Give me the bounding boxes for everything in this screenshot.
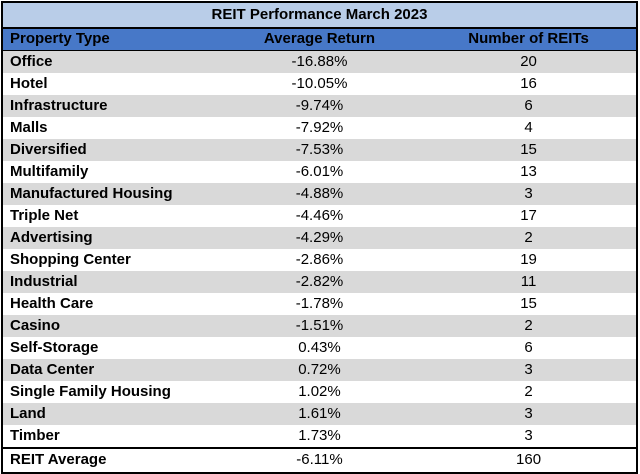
table-footer-row: REIT Average -6.11% 160 — [2, 447, 637, 473]
table-title-row: REIT Performance March 2023 — [2, 2, 637, 29]
property-cell: Data Center — [2, 359, 218, 381]
table-row: Self-Storage 0.43% 6 — [2, 337, 637, 359]
return-cell: 1.61% — [217, 403, 422, 425]
count-cell: 3 — [421, 359, 637, 381]
return-cell: -4.88% — [217, 183, 422, 205]
column-header-property-type: Property Type — [2, 28, 218, 51]
table-header-row: Property Type Average Return Number of R… — [2, 28, 637, 51]
count-cell: 4 — [421, 117, 637, 139]
count-cell: 6 — [421, 95, 637, 117]
return-cell: 0.72% — [217, 359, 422, 381]
count-cell: 3 — [421, 183, 637, 205]
table-row: Office -16.88% 20 — [2, 50, 637, 73]
table-row: Hotel -10.05% 16 — [2, 73, 637, 95]
count-cell: 20 — [421, 50, 637, 73]
property-cell: Health Care — [2, 293, 218, 315]
property-cell: Malls — [2, 117, 218, 139]
table-row: Casino -1.51% 2 — [2, 315, 637, 337]
return-cell: 1.73% — [217, 425, 422, 448]
count-cell: 2 — [421, 227, 637, 249]
table-row: Land 1.61% 3 — [2, 403, 637, 425]
return-cell: -4.46% — [217, 205, 422, 227]
table-row: Infrastructure -9.74% 6 — [2, 95, 637, 117]
count-cell: 13 — [421, 161, 637, 183]
table-row: Timber 1.73% 3 — [2, 425, 637, 448]
return-cell: -10.05% — [217, 73, 422, 95]
property-cell: Manufactured Housing — [2, 183, 218, 205]
property-cell: Single Family Housing — [2, 381, 218, 403]
table-row: Multifamily -6.01% 13 — [2, 161, 637, 183]
return-cell: -6.01% — [217, 161, 422, 183]
table-title: REIT Performance March 2023 — [2, 2, 637, 29]
return-cell: 1.02% — [217, 381, 422, 403]
table-row: Health Care -1.78% 15 — [2, 293, 637, 315]
footer-return-cell: -6.11% — [217, 447, 422, 473]
return-cell: -2.86% — [217, 249, 422, 271]
property-cell: Office — [2, 50, 218, 73]
return-cell: -2.82% — [217, 271, 422, 293]
property-cell: Shopping Center — [2, 249, 218, 271]
property-cell: Industrial — [2, 271, 218, 293]
property-cell: Triple Net — [2, 205, 218, 227]
count-cell: 6 — [421, 337, 637, 359]
property-cell: Advertising — [2, 227, 218, 249]
return-cell: -7.92% — [217, 117, 422, 139]
return-cell: -4.29% — [217, 227, 422, 249]
return-cell: -1.51% — [217, 315, 422, 337]
property-cell: Self-Storage — [2, 337, 218, 359]
return-cell: -7.53% — [217, 139, 422, 161]
count-cell: 16 — [421, 73, 637, 95]
count-cell: 3 — [421, 403, 637, 425]
table-row: Manufactured Housing -4.88% 3 — [2, 183, 637, 205]
property-cell: Land — [2, 403, 218, 425]
column-header-average-return: Average Return — [217, 28, 422, 51]
table-row: Diversified -7.53% 15 — [2, 139, 637, 161]
count-cell: 15 — [421, 139, 637, 161]
table-row: Data Center 0.72% 3 — [2, 359, 637, 381]
footer-property-cell: REIT Average — [2, 447, 218, 473]
count-cell: 17 — [421, 205, 637, 227]
column-header-number-of-reits: Number of REITs — [421, 28, 637, 51]
table-row: Industrial -2.82% 11 — [2, 271, 637, 293]
count-cell: 2 — [421, 381, 637, 403]
count-cell: 2 — [421, 315, 637, 337]
return-cell: -16.88% — [217, 50, 422, 73]
property-cell: Timber — [2, 425, 218, 448]
property-cell: Hotel — [2, 73, 218, 95]
count-cell: 3 — [421, 425, 637, 448]
return-cell: -9.74% — [217, 95, 422, 117]
table-row: Single Family Housing 1.02% 2 — [2, 381, 637, 403]
count-cell: 19 — [421, 249, 637, 271]
count-cell: 11 — [421, 271, 637, 293]
property-cell: Diversified — [2, 139, 218, 161]
return-cell: -1.78% — [217, 293, 422, 315]
table-row: Shopping Center -2.86% 19 — [2, 249, 637, 271]
footer-count-cell: 160 — [421, 447, 637, 473]
table-row: Triple Net -4.46% 17 — [2, 205, 637, 227]
property-cell: Infrastructure — [2, 95, 218, 117]
property-cell: Multifamily — [2, 161, 218, 183]
table-row: Malls -7.92% 4 — [2, 117, 637, 139]
return-cell: 0.43% — [217, 337, 422, 359]
count-cell: 15 — [421, 293, 637, 315]
property-cell: Casino — [2, 315, 218, 337]
table-row: Advertising -4.29% 2 — [2, 227, 637, 249]
